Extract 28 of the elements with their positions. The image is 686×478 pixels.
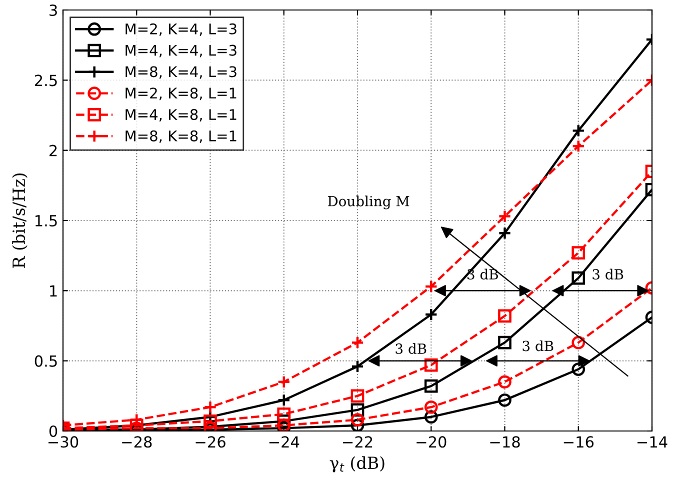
- annotation: 3 dB: [592, 268, 624, 280]
- x-tick-label: −16: [564, 436, 594, 448]
- annotation: 3 dB: [396, 343, 426, 354]
- legend-label: M=8, K=8, L=1: [126, 130, 236, 143]
- y-tick-label: 1: [50, 285, 57, 296]
- y-tick-label: 1.5: [36, 215, 57, 227]
- legend-label: M=4, K=4, L=3: [126, 44, 236, 58]
- x-tick-label: −14: [637, 436, 668, 448]
- y-tick-label: 0.5: [34, 355, 57, 367]
- x-tick-label: −24: [269, 436, 300, 448]
- legend-label: M=4, K=8, L=1: [126, 109, 236, 122]
- legend-label: M=2, K=4, L=3: [126, 23, 236, 36]
- annotation: 3 dB: [522, 340, 554, 352]
- x-tick-label: −20: [416, 436, 446, 448]
- x-tick-label: −30: [48, 436, 78, 448]
- x-axis-title: γ$_{t}$ (dB): [330, 456, 384, 472]
- x-tick-label: −18: [490, 436, 520, 448]
- x-tick-label: −26: [196, 436, 226, 448]
- y-tick-label: 2.5: [34, 74, 57, 86]
- y-axis-title: R (bit/s/Hz): [12, 173, 28, 268]
- x-tick-label: −22: [342, 436, 372, 448]
- legend-label: M=2, K=8, L=1: [126, 88, 236, 100]
- y-tick-label: 0: [49, 425, 58, 438]
- y-tick-label: 3: [50, 4, 57, 16]
- x-tick-label: −28: [122, 436, 152, 448]
- annotation: Doubling M: [328, 196, 410, 210]
- legend-label: M=8, K=4, L=3: [126, 66, 236, 79]
- y-tick-label: 2: [50, 144, 57, 156]
